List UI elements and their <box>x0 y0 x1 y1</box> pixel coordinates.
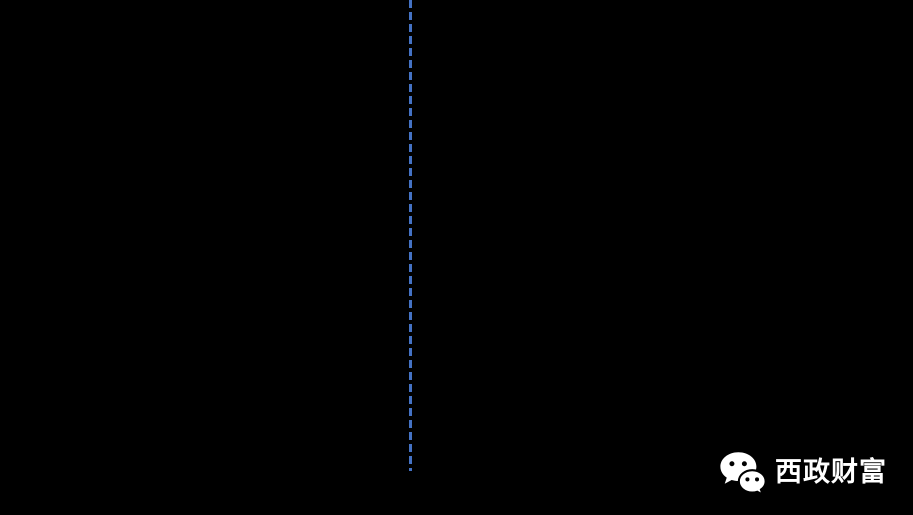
wechat-icon <box>719 450 767 495</box>
vertical-dashed-divider <box>409 0 412 471</box>
watermark-text: 西政财富 <box>775 457 887 487</box>
watermark: 西政财富 <box>719 450 887 495</box>
